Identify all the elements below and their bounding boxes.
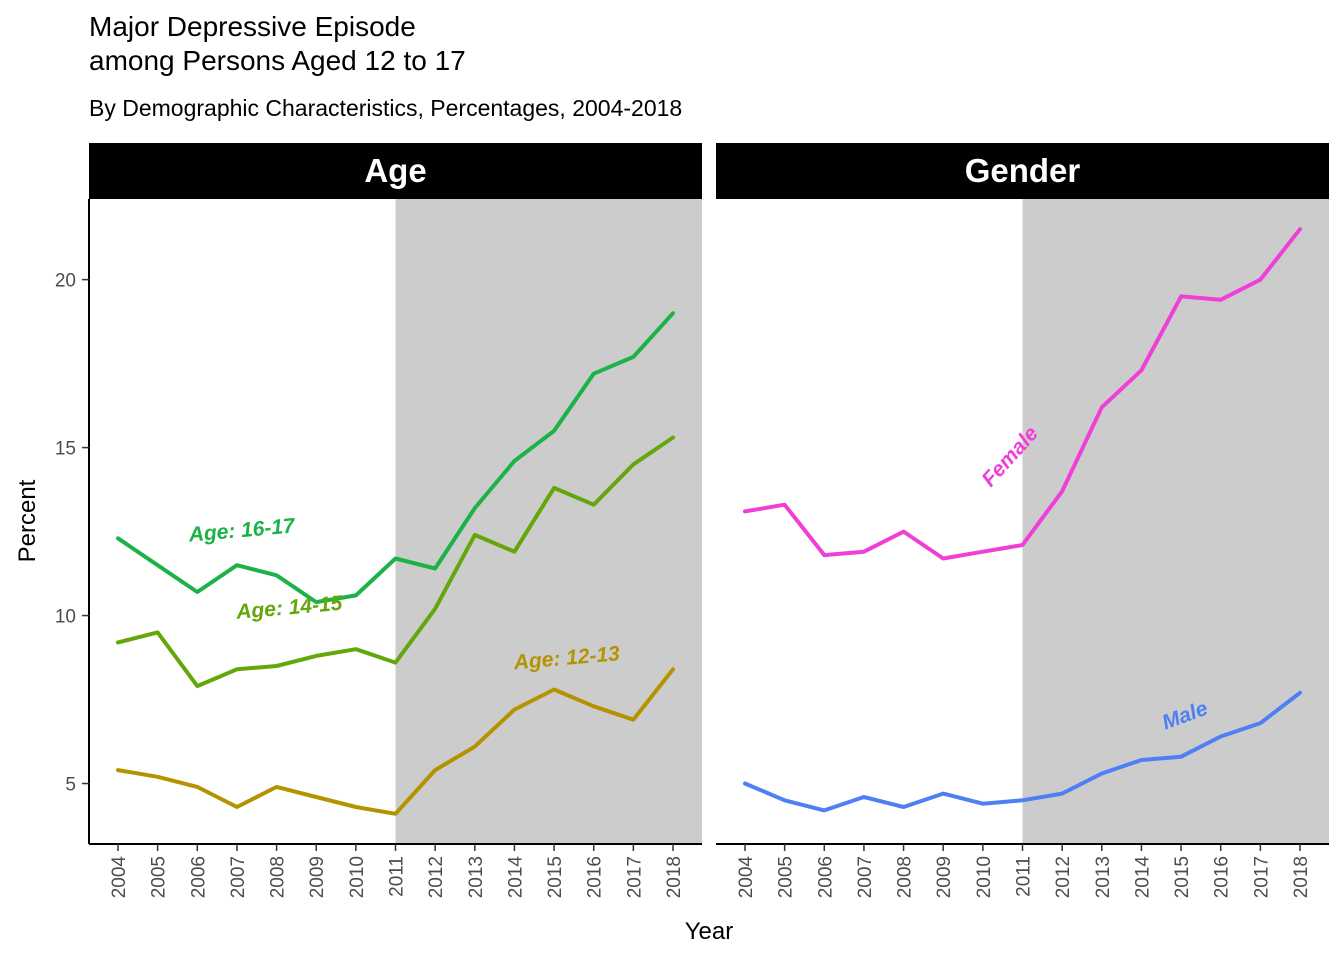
x-tick-label: 2009 (307, 856, 328, 898)
x-tick-label: 2015 (545, 856, 566, 898)
series-label-age-16-17: Age: 16-17 (187, 514, 297, 546)
x-axis-title: Year (685, 918, 734, 945)
x-tick-label: 2009 (934, 856, 955, 898)
x-tick-label: 2005 (149, 856, 170, 898)
y-tick-label: 10 (55, 607, 76, 628)
x-tick-label: 2018 (1291, 856, 1312, 898)
x-tick-label: 2015 (1172, 856, 1193, 898)
series-line-age-16-17 (116, 311, 675, 605)
y-axis-title: Percent (14, 479, 41, 562)
x-tick-label: 2011 (387, 856, 408, 897)
shaded-region-age (395, 199, 702, 844)
x-tick-label: 2018 (664, 856, 685, 898)
y-tick-label: 20 (55, 271, 76, 292)
series-line-age-14-15 (116, 435, 675, 689)
facet-strip-label-gender: Gender (965, 152, 1081, 189)
chart-title-line2: among Persons Aged 12 to 17 (89, 45, 466, 76)
x-tick-label: 2017 (1251, 856, 1272, 898)
chart-title-line1: Major Depressive Episode (89, 11, 416, 42)
x-tick-label: 2004 (109, 856, 130, 899)
x-tick-label: 2006 (188, 856, 209, 898)
x-tick-label: 2016 (1212, 856, 1233, 898)
shaded-region-gender (1022, 199, 1329, 844)
series-line-age-12-13 (116, 667, 675, 816)
x-tick-label: 2006 (815, 856, 836, 898)
y-tick-label: 15 (55, 439, 76, 460)
x-tick-label: 2013 (1093, 856, 1114, 898)
x-tick-label: 2012 (1053, 856, 1074, 898)
y-tick-label: 5 (65, 775, 76, 796)
x-tick-label: 2014 (505, 856, 526, 899)
facet-strip-age (89, 143, 702, 199)
chart-title: Major Depressive Episode among Persons A… (89, 10, 466, 78)
x-tick-label: 2012 (426, 856, 447, 898)
facet-strip-gender (716, 143, 1329, 199)
x-tick-label: 2007 (228, 856, 249, 898)
series-line-male (743, 690, 1302, 813)
chart-subtitle: By Demographic Characteristics, Percenta… (89, 95, 683, 121)
x-tick-label: 2011 (1014, 856, 1035, 897)
facet-strip-label-age: Age (364, 152, 426, 189)
x-tick-label: 2016 (585, 856, 606, 898)
series-line-female (743, 227, 1302, 561)
x-tick-label: 2008 (268, 856, 289, 898)
x-tick-label: 2008 (895, 856, 916, 898)
x-tick-label: 2010 (347, 856, 368, 898)
x-tick-label: 2007 (855, 856, 876, 898)
series-label-age-14-15: Age: 14-15 (234, 592, 343, 624)
x-tick-label: 2004 (736, 856, 757, 899)
x-tick-label: 2005 (776, 856, 797, 898)
x-tick-label: 2013 (466, 856, 487, 898)
x-tick-label: 2014 (1132, 856, 1153, 899)
x-tick-label: 2010 (974, 856, 995, 898)
x-tick-label: 2017 (624, 856, 645, 898)
